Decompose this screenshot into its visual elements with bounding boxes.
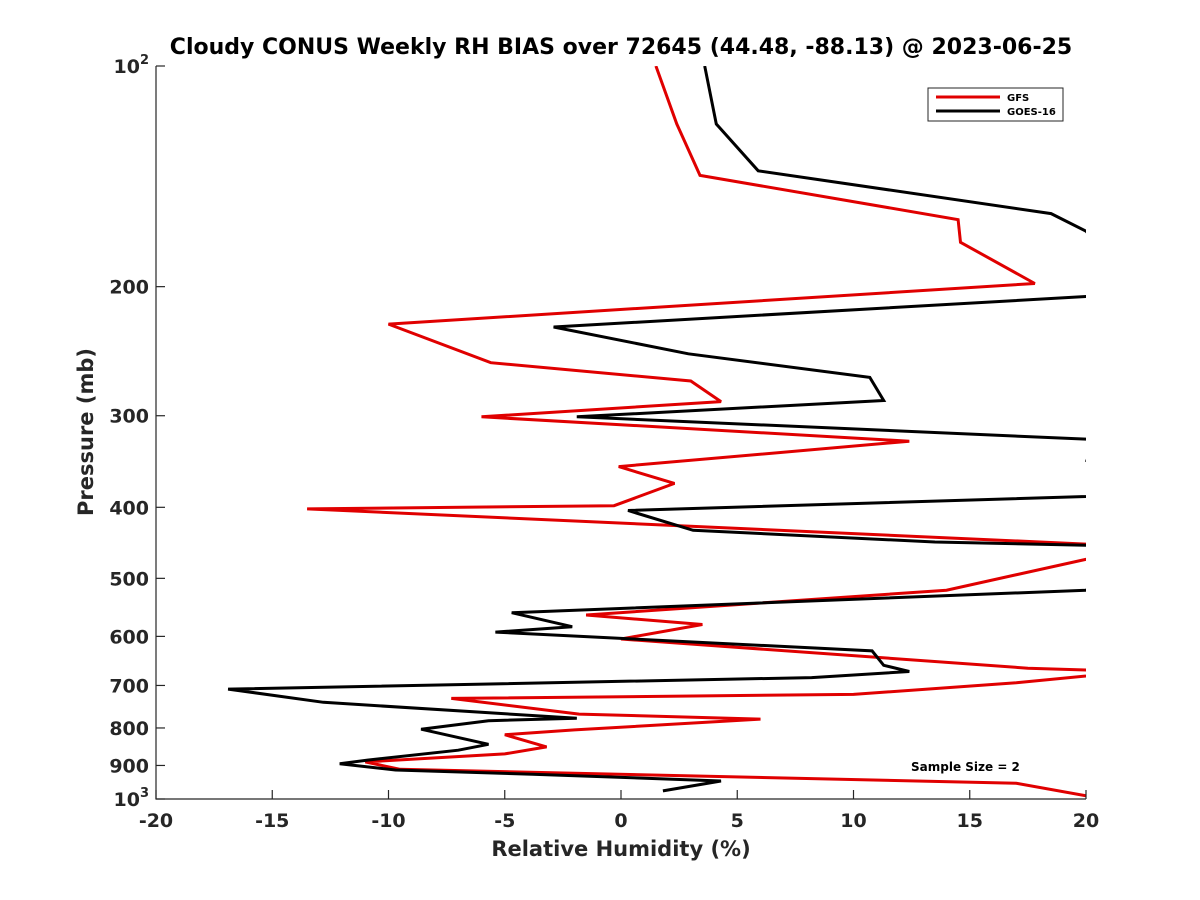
legend-box — [927, 87, 1064, 122]
y-tick-label: 600 — [109, 626, 149, 648]
y-tick-label: 300 — [109, 406, 149, 428]
series-line-goes16 — [227, 66, 1086, 793]
x-tick-label: -20 — [139, 810, 173, 832]
series-line-gfs — [307, 66, 1086, 798]
y-tick-label: 500 — [109, 568, 149, 590]
x-tick-label: 0 — [614, 810, 627, 832]
x-tick-label: 15 — [957, 810, 983, 832]
legend-label-gfs: GFS — [1007, 93, 1029, 104]
x-tick-label: 20 — [1073, 810, 1099, 832]
y-tick-label: 900 — [109, 755, 149, 777]
legend-label-goes16: GOES-16 — [1007, 107, 1056, 118]
sample-size-annotation: Sample Size = 2 — [911, 760, 1020, 774]
series-layer — [227, 66, 1086, 798]
y-axis-label: Pressure (mb) — [74, 348, 98, 516]
y-tick-label: 400 — [109, 497, 149, 519]
y-tick-label: 800 — [109, 718, 149, 740]
x-tick-label: 5 — [731, 810, 744, 832]
y-tick-label: 102 — [114, 53, 150, 78]
x-tick-label: -10 — [371, 810, 405, 832]
x-tick-layer: -20 -15 -10 -5 0 5 10 15 20 — [139, 790, 1099, 832]
legend: GFS GOES-16 — [927, 87, 1064, 122]
x-tick-label: -15 — [255, 810, 289, 832]
x-tick-label: -5 — [494, 810, 515, 832]
y-tick-label: 200 — [109, 277, 149, 299]
x-axis-label: Relative Humidity (%) — [491, 837, 750, 861]
y-tick-label: 103 — [114, 786, 150, 811]
x-tick-label: 10 — [840, 810, 866, 832]
y-tick-label: 700 — [109, 675, 149, 697]
chart-title: Cloudy CONUS Weekly RH BIAS over 72645 (… — [170, 35, 1072, 60]
y-tick-layer: 102 200 300 400 500 600 700 800 900 103 — [109, 53, 165, 811]
